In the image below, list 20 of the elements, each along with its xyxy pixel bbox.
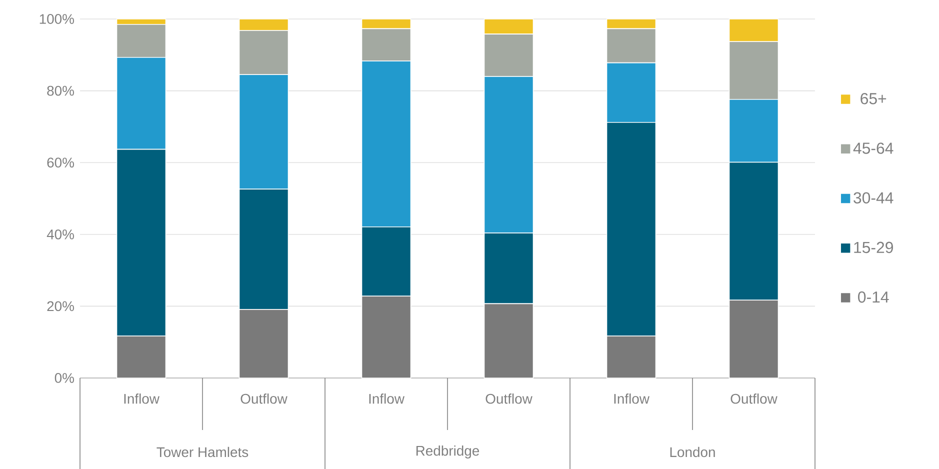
x-tick-label: Inflow xyxy=(124,393,160,404)
x-tick-label: Outflow xyxy=(240,393,288,404)
legend-label: 45-64 xyxy=(853,142,894,154)
y-tick-label: 20% xyxy=(47,301,74,311)
text: Tower Hamlets xyxy=(156,446,248,457)
legend-label: 65+ xyxy=(860,92,886,104)
legend-label: 0-14 xyxy=(858,291,889,302)
text: Redbridge xyxy=(416,445,480,458)
x-tick-label: Inflow xyxy=(614,393,650,404)
y-tick-label: 0% xyxy=(54,372,74,383)
y-tick-label: 100% xyxy=(40,14,74,24)
y-tick-label: 80% xyxy=(47,86,74,96)
y-tick-label: 40% xyxy=(46,229,74,240)
y-tick-label: 60% xyxy=(47,157,74,168)
legend-label: 15-29 xyxy=(854,242,893,253)
legend-label: 30-44 xyxy=(854,192,894,204)
x-tick-label: Inflow xyxy=(369,393,405,404)
text: London xyxy=(670,446,715,457)
x-tick-label: Outflow xyxy=(730,393,778,404)
x-tick-label: Outflow xyxy=(486,393,532,404)
